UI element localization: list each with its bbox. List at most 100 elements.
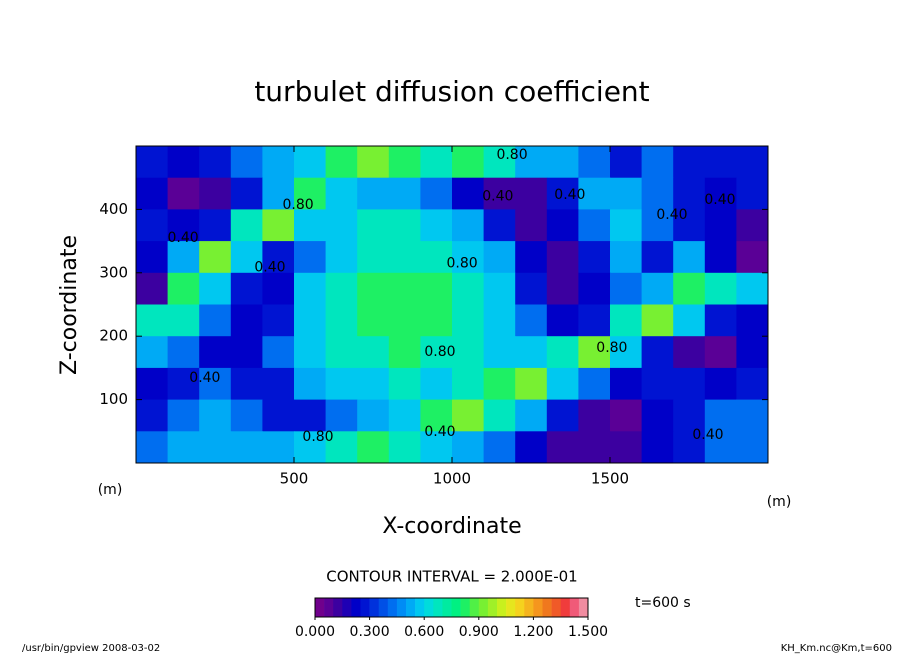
heat-cell (136, 146, 169, 179)
contour-label: 0.40 (189, 370, 220, 386)
heat-cell (452, 367, 485, 401)
heat-cell (641, 304, 674, 337)
heat-cell (641, 367, 674, 401)
heat-cell (641, 241, 674, 274)
heat-cell (515, 336, 548, 369)
heat-cell (388, 209, 421, 242)
heat-cell (294, 367, 327, 401)
heat-cell (515, 367, 548, 401)
heat-cell (294, 272, 327, 305)
heat-cell (452, 241, 485, 274)
heat-cell (515, 209, 548, 242)
colorbar-swatch (424, 598, 434, 617)
footer-right: KH_Km.nc@Km,t=600 (781, 643, 892, 654)
heat-cell (420, 336, 453, 369)
heat-cell (483, 272, 516, 305)
heat-cell (357, 146, 390, 179)
heat-cell (546, 431, 579, 464)
heat-cell (515, 177, 548, 210)
heat-cell (262, 431, 295, 464)
colorbar-swatch (342, 598, 352, 617)
colorbar-swatch (378, 598, 389, 617)
colorbar-swatch (524, 598, 534, 617)
heat-cell (704, 367, 737, 401)
heat-cell (199, 304, 232, 337)
heat-cell (704, 431, 737, 464)
colorbar-swatch (460, 598, 470, 617)
colorbar-swatch (360, 598, 370, 617)
heat-cell (294, 209, 327, 242)
heat-cell (452, 146, 485, 179)
colorbar-swatch (442, 598, 452, 617)
heat-cell (483, 304, 516, 337)
heat-cell (262, 367, 295, 401)
heat-cell (199, 336, 232, 369)
colorbar-swatch (396, 598, 407, 617)
heat-cell (136, 304, 169, 337)
heat-cell (325, 336, 358, 369)
heat-cell (452, 209, 485, 242)
heat-cell (230, 431, 263, 464)
heat-cell (673, 304, 706, 337)
heat-cell (483, 146, 516, 179)
contour-label: 0.40 (254, 260, 285, 276)
heat-cell (546, 272, 579, 305)
contour-label: 0.40 (424, 424, 455, 440)
heat-cell (515, 431, 548, 464)
heat-cell (546, 146, 579, 179)
heat-cell (736, 241, 769, 274)
heat-cell (325, 272, 358, 305)
colorbar-swatch (551, 598, 561, 617)
heat-cell (230, 241, 263, 274)
heat-cell (483, 399, 516, 432)
heat-cell (420, 209, 453, 242)
heat-cell (736, 336, 769, 369)
heat-cell (357, 272, 390, 305)
heat-cell (199, 399, 232, 432)
heat-cell (578, 336, 611, 369)
heat-cell (641, 177, 674, 210)
heat-cell (167, 399, 200, 432)
heat-cell (230, 367, 263, 401)
heat-cell (325, 399, 358, 432)
heat-cell (294, 177, 327, 210)
heat-cell (736, 177, 769, 210)
colorbar-swatch (451, 598, 461, 617)
heat-cell (230, 336, 263, 369)
colorbar-swatch (324, 598, 334, 617)
heat-cell (641, 272, 674, 305)
heat-cell (136, 336, 169, 369)
heat-cell (673, 209, 706, 242)
colorbar-swatch (578, 598, 589, 617)
contour-label: 0.80 (302, 429, 333, 445)
heat-cell (357, 399, 390, 432)
colorbar-swatch (542, 598, 552, 617)
x-unit: (m) (767, 494, 792, 510)
contour-label: 0.80 (496, 147, 527, 163)
heat-cell (357, 177, 390, 210)
heat-cell (325, 431, 358, 464)
heat-cell (167, 367, 200, 401)
heat-cell (736, 399, 769, 432)
x-tick-label: 1500 (591, 470, 629, 488)
heat-cell (546, 336, 579, 369)
heat-cell (704, 177, 737, 210)
heat-cell (167, 209, 200, 242)
heat-cell (610, 304, 643, 337)
contour-label: 0.80 (283, 197, 314, 213)
contour-label: 0.40 (656, 207, 687, 223)
heat-cell (357, 209, 390, 242)
heat-cell (578, 146, 611, 179)
colorbar-tick-label: 0.300 (350, 624, 390, 640)
heat-cell (546, 241, 579, 274)
colorbar-swatch (315, 598, 325, 617)
colorbar-swatch (560, 598, 571, 617)
heat-cell (578, 431, 611, 464)
heat-cell (483, 241, 516, 274)
heat-cell (230, 177, 263, 210)
heat-cell (704, 399, 737, 432)
heat-cell (388, 241, 421, 274)
colorbar-swatch (533, 598, 543, 617)
heat-cell (388, 304, 421, 337)
heat-cell (294, 146, 327, 179)
